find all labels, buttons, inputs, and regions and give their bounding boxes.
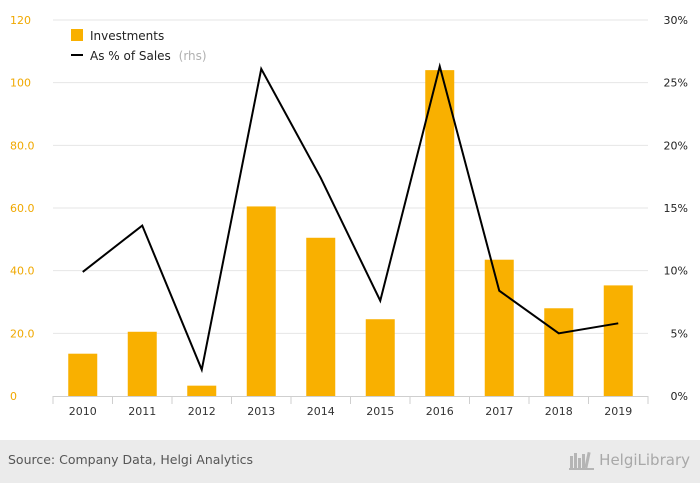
right-axis-tick-label: 30% [664,14,688,27]
x-axis-tick-label: 2017 [485,405,513,418]
left-axis-tick-label: 60.0 [10,202,35,215]
x-axis-tick-label: 2018 [545,405,573,418]
bar-investments-2013 [246,206,276,396]
brand-name: HelgiLibrary [599,451,690,469]
right-axis-tick-label: 15% [664,202,688,215]
library-books-icon [569,451,595,470]
bar-investments-2017 [484,259,514,396]
x-axis-tick-label: 2011 [128,405,156,418]
investment-bars [68,70,633,396]
bar-investments-2010 [68,353,98,396]
combo-chart: 0 20.0 40.0 60.0 80.0 100 120 0% 5% 10% 15% 20% 25%… [10,14,688,418]
right-axis-tick-label: 20% [664,139,688,152]
legend-swatch-investments [71,29,83,41]
right-axis-tick-label: 25% [664,77,688,90]
left-axis-tick-label: 120 [10,14,31,27]
x-axis-tick-label: 2010 [69,405,97,418]
left-axis-tick-label: 0 [10,390,17,403]
left-axis: 0 20.0 40.0 60.0 80.0 100 120 [10,14,35,403]
bar-investments-2015 [365,319,395,396]
brand-logo[interactable]: HelgiLibrary [569,450,690,470]
bar-investments-2016 [425,70,455,396]
legend-label-rhs-suffix: (rhs) [179,49,207,63]
sales-percent-line-group [82,62,619,374]
right-axis-tick-label: 5% [671,327,688,340]
left-axis-tick-label: 40.0 [10,265,35,278]
right-axis-tick-label: 10% [664,265,688,278]
grid-lines [53,19,648,334]
bar-investments-2018 [544,308,574,396]
bar-investments-2019 [603,285,633,396]
x-axis-tick-label: 2014 [307,405,335,418]
x-axis-tick-label: 2015 [366,405,394,418]
source-note: Source: Company Data, Helgi Analytics [8,452,254,467]
legend-label-sales-percent: As % of Sales (rhs) [90,49,207,63]
x-axis: 2010 2011 2012 2013 2014 2015 2016 2017 2018 2019 [52,396,649,418]
right-axis-tick-label: 0% [671,390,688,403]
legend: Investments As % of Sales (rhs) [71,29,207,63]
x-axis-tick-label: 2019 [604,405,632,418]
right-axis: 0% 5% 10% 15% 20% 25% 30% [664,14,688,403]
bar-investments-2011 [127,331,157,396]
legend-label-investments: Investments [90,29,164,43]
left-axis-tick-label: 100 [10,77,31,90]
legend-label-sales-percent-name: As % of Sales [90,49,171,63]
bar-investments-2012 [187,385,217,396]
left-axis-tick-label: 20.0 [10,327,35,340]
x-axis-tick-label: 2012 [188,405,216,418]
line-sales-percent [82,62,619,374]
x-axis-tick-label: 2013 [247,405,275,418]
bar-investments-2014 [306,237,336,396]
footer: Source: Company Data, Helgi Analytics He… [0,440,700,483]
x-axis-tick-label: 2016 [426,405,454,418]
left-axis-tick-label: 80.0 [10,139,35,152]
